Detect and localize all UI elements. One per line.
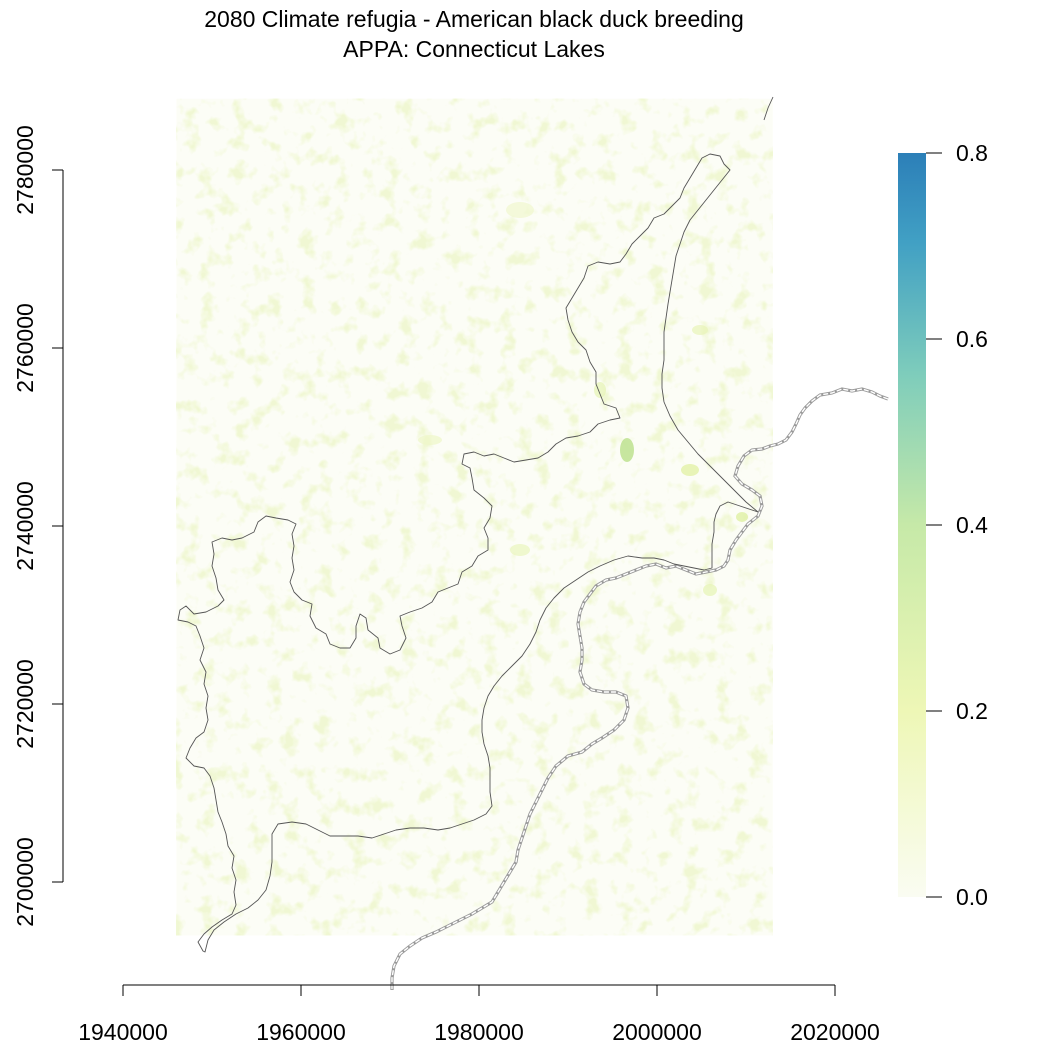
raster-patch [681,464,699,476]
map-title: 2080 Climate refugia - American black du… [204,6,744,32]
colorbar-tick-label: 0.0 [956,884,988,910]
y-axis-tick-label: 2700000 [12,837,38,927]
y-axis-tick-label: 2780000 [12,125,38,215]
x-axis-tick-label: 1980000 [434,1019,524,1045]
raster-patch [703,584,717,596]
x-axis-tick-label: 2020000 [790,1019,880,1045]
appa-boundary [177,96,774,953]
raster-patch [506,202,534,218]
raster-patch [418,435,442,445]
raster-texture [176,98,773,936]
x-axis-tick-label: 1940000 [78,1019,168,1045]
colorbar-tick-label: 0.4 [956,512,988,538]
map-subtitle: APPA: Connecticut Lakes [343,36,605,62]
raster-patch [736,512,748,522]
raster-patch [692,325,708,335]
raster-patch [510,544,530,556]
colorbar-tick-label: 0.6 [956,326,988,352]
raster-layer [176,98,773,936]
y-axis-tick-label: 2740000 [12,481,38,571]
x-axis-tick-label: 1960000 [256,1019,346,1045]
y-axis: 2700000 2720000 2740000 2760000 2780000 [12,125,64,927]
colorbar-tick-label: 0.2 [956,698,988,724]
colorbar-gradient [898,153,926,897]
state-boundary [390,387,889,990]
colorbar-tick-label: 0.8 [956,140,988,166]
x-axis-tick-label: 2000000 [612,1019,702,1045]
y-axis-tick-label: 2760000 [12,303,38,393]
appa-boundary-outline [177,153,759,953]
raster-patch [620,438,634,462]
appa-boundary-tip [763,96,774,121]
y-axis-tick-label: 2720000 [12,659,38,749]
colorbar-legend: 0.0 0.2 0.4 0.6 0.8 [898,140,988,910]
x-axis: 1940000 1960000 1980000 2000000 2020000 [78,984,880,1045]
state-boundary-line-inner [391,388,889,990]
